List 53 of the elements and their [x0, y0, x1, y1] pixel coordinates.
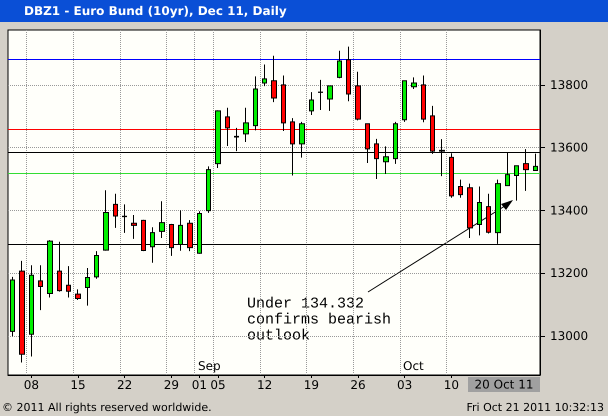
y-tick-label: 13400	[550, 203, 588, 218]
candlestick	[29, 264, 34, 357]
candlestick	[19, 260, 25, 363]
candlestick	[477, 186, 482, 236]
x-tick-label: 12	[257, 378, 272, 392]
candlestick	[243, 107, 249, 142]
candlestick	[113, 193, 118, 228]
x-tick-label: 01	[192, 378, 207, 392]
y-tick-label: 13200	[550, 266, 588, 280]
candlestick	[337, 50, 342, 79]
candlestick	[94, 250, 99, 280]
candlestick	[514, 164, 519, 202]
x-tick-label: 10	[444, 378, 459, 392]
x-tick-label: 05	[210, 378, 226, 392]
candlestick	[421, 74, 426, 123]
text: © 2011 All rights reserved worldwide.	[2, 401, 212, 414]
candlestick	[271, 55, 277, 103]
annotation: Sep	[198, 359, 221, 373]
candlestick	[122, 204, 127, 234]
candlestick	[355, 71, 361, 121]
y-tick-label: 13000	[550, 328, 588, 343]
candlestick	[10, 276, 15, 337]
x-tick-label: 19	[304, 378, 319, 392]
candlestick	[262, 64, 267, 87]
candlestick	[486, 193, 491, 234]
candlestick	[467, 183, 473, 238]
x-tick-label: 22	[117, 378, 132, 392]
candlestick	[346, 46, 351, 102]
y-tick-label: 13800	[550, 78, 588, 92]
candlestick	[38, 264, 43, 311]
x-tick-label: 15	[70, 378, 86, 392]
candlestick	[411, 76, 417, 90]
x-tick-label: 26	[350, 378, 366, 392]
x-tick-label: 08	[24, 378, 39, 392]
candlestick	[206, 166, 211, 214]
candlestick	[66, 266, 71, 298]
annotation: Oct	[403, 359, 424, 373]
x-tick-label: 03	[397, 378, 412, 392]
candlestick	[402, 80, 407, 122]
candlestick	[253, 76, 258, 131]
candlestick	[159, 200, 165, 238]
x-tick-label: 29	[164, 378, 179, 392]
candlestick	[75, 288, 81, 301]
candlestick	[309, 92, 314, 116]
text: 20 Oct 11	[474, 378, 534, 392]
chart-title: DBZ1 - Euro Bund (10yr), Dec 11, Daily	[0, 0, 608, 22]
candlestick	[131, 214, 137, 240]
candlestick	[327, 85, 333, 112]
candlestick	[458, 179, 463, 198]
text: Fri Oct 21 2011 10:32:13	[466, 401, 604, 414]
candlestick	[85, 268, 90, 306]
candlestick	[318, 79, 323, 110]
y-tick-label: 13600	[550, 140, 588, 155]
